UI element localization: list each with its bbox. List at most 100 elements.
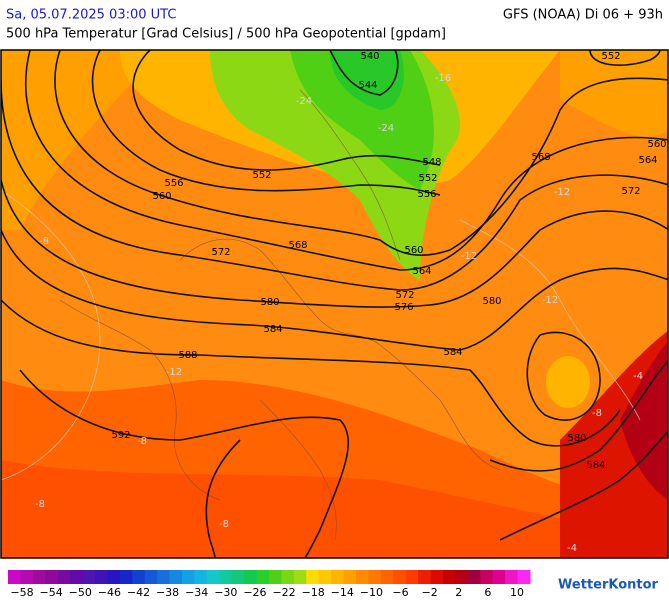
legend-label: −58 — [10, 586, 33, 599]
contour-label: 556 — [164, 178, 183, 189]
legend-swatch — [293, 570, 307, 584]
contour-label: 568 — [531, 152, 550, 163]
legend-swatch — [219, 570, 233, 584]
temperature-label: -24 — [378, 123, 394, 134]
legend-swatch — [480, 570, 494, 584]
legend-swatch — [206, 570, 220, 584]
contour-label: 592 — [111, 430, 130, 441]
legend-swatch — [231, 570, 245, 584]
contour-label: 584 — [263, 324, 282, 335]
contour-label: 580 — [482, 296, 501, 307]
legend-swatch — [356, 570, 369, 584]
legend-swatch — [144, 570, 158, 584]
legend-swatch — [20, 570, 34, 584]
map: 540 544 552 548 552 556 560 564 568 572 … — [0, 49, 669, 559]
legend-label: 2 — [455, 586, 462, 599]
legend-swatch — [318, 570, 332, 584]
temperature-label: -12 — [554, 187, 570, 198]
legend-swatch — [455, 570, 469, 584]
legend-label: 10 — [510, 586, 524, 599]
legend-swatch — [467, 570, 481, 584]
contour-label: 556 — [417, 189, 436, 200]
contour-label: 548 — [422, 157, 441, 168]
legend-label: 6 — [484, 586, 491, 599]
datetime: Sa, 05.07.2025 03:00 UTC — [6, 8, 176, 23]
contour-label: 540 — [360, 51, 379, 62]
legend-swatch — [132, 570, 146, 584]
temperature-label: -4 — [567, 543, 577, 554]
temperature-label: -8 — [219, 519, 229, 530]
contour-label: 552 — [252, 170, 271, 181]
temperature-label: -8 — [35, 499, 45, 510]
legend-swatch — [343, 570, 357, 584]
contour-label: 564 — [412, 266, 431, 277]
contour-label: 560 — [152, 191, 171, 202]
legend-swatch — [368, 570, 382, 584]
legend-label: −42 — [127, 586, 150, 599]
temperature-label: -8 — [592, 408, 602, 419]
legend-swatch — [244, 570, 258, 584]
subtitle: 500 hPa Temperatur [Grad Celsius] / 500 … — [6, 27, 446, 42]
model-run: GFS (NOAA) Di 06 + 93h — [503, 8, 663, 23]
legend-swatch — [57, 570, 71, 584]
legend-label: −22 — [272, 586, 295, 599]
contour-label: 572 — [395, 290, 414, 301]
temperature-label: -4 — [633, 371, 643, 382]
legend-label: −30 — [214, 586, 237, 599]
legend-swatch — [107, 570, 121, 584]
contour-labels: 540 544 552 548 552 556 560 564 568 572 … — [111, 51, 666, 471]
legend-swatch — [418, 570, 432, 584]
legend-swatch — [256, 570, 270, 584]
contour-label: 576 — [394, 302, 413, 313]
legend-swatch — [82, 570, 96, 584]
temperature-label: -24 — [296, 96, 312, 107]
legend-swatch — [70, 570, 84, 584]
contour-label: 572 — [621, 186, 640, 197]
legend-swatch — [443, 570, 456, 584]
logo[interactable]: WetterKontor — [558, 578, 659, 593]
legend-label: −2 — [422, 586, 438, 599]
legend-label: −34 — [185, 586, 208, 599]
legend-label: −14 — [331, 586, 354, 599]
legend-swatch — [405, 570, 419, 584]
legend-swatch — [492, 570, 506, 584]
contour-label: 552 — [418, 173, 437, 184]
contour-label: 584 — [443, 347, 462, 358]
legend-swatch — [95, 570, 108, 584]
legend-swatch — [430, 570, 444, 584]
legend-swatch — [380, 570, 394, 584]
contour-label: 584 — [586, 460, 605, 471]
temperature-label: -12 — [542, 295, 558, 306]
legend-swatch — [331, 570, 345, 584]
temperature-labels: -24 -24 -16 -8 -12 -8 -8 -8 -4 -12 -12 -… — [35, 73, 643, 554]
legend-label: −18 — [302, 586, 325, 599]
legend-swatch — [157, 570, 171, 584]
legend-swatch — [306, 570, 320, 584]
legend-swatch — [393, 570, 407, 584]
legend-swatch — [32, 570, 46, 584]
contour-label: 552 — [601, 51, 620, 62]
contour-label: 560 — [404, 245, 423, 256]
temperature-label: -8 — [39, 236, 49, 247]
contour-label: 568 — [288, 240, 307, 251]
legend-swatch — [45, 570, 59, 584]
legend-swatch — [269, 570, 282, 584]
legend-swatch — [505, 570, 519, 584]
legend-swatch — [517, 570, 531, 584]
legend-label: −10 — [360, 586, 383, 599]
color-legend: −58 −54 −50 −46 −42 −38 −34 −30 −26 −22 −18 −14 −10−… — [8, 570, 531, 599]
legend-label: −38 — [156, 586, 179, 599]
legend-swatch — [281, 570, 295, 584]
legend-swatch — [169, 570, 183, 584]
legend-swatch — [119, 570, 133, 584]
legend-label: −54 — [40, 586, 63, 599]
temperature-label: -12 — [166, 367, 182, 378]
contour-label: 580 — [567, 433, 586, 444]
temperature-label: -12 — [461, 251, 477, 262]
contour-label: 564 — [638, 155, 657, 166]
contour-label: 580 — [260, 297, 279, 308]
legend-swatch — [194, 570, 208, 584]
legend-label: −50 — [69, 586, 92, 599]
legend-label: −6 — [392, 586, 408, 599]
